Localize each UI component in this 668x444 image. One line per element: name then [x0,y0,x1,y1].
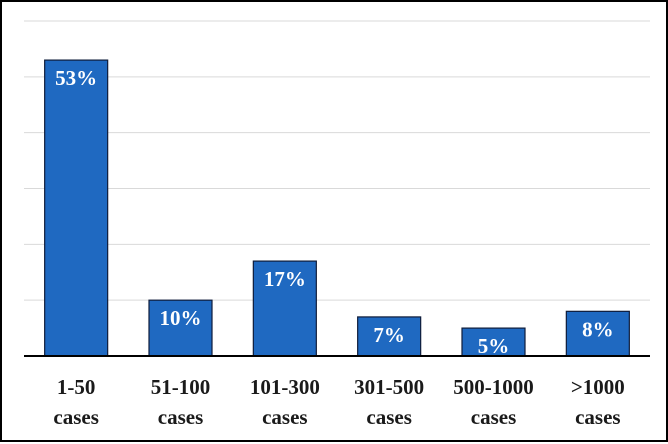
x-tick-label: cases [53,405,99,429]
bar-data-label: 17% [264,267,306,291]
gridlines [24,20,650,301]
x-tick-label: 101-300 [250,375,320,399]
x-tick-label: cases [366,405,412,429]
bar-data-label: 7% [373,323,405,347]
x-tick-label: cases [262,405,308,429]
bars: 53% 10% 17% 7% 5% 8% [44,59,630,358]
x-tick-label: cases [575,405,621,429]
x-tick-label: 1-50 [57,375,96,399]
bar-data-label: 10% [160,306,202,330]
x-tick-label: 51-100 [151,375,211,399]
bar [252,260,317,357]
x-tick-label: cases [158,405,204,429]
bar-data-label: 8% [582,317,614,341]
x-tick-label: 500-1000 [453,375,534,399]
bar-data-label: 5% [478,334,510,358]
bar [44,59,109,357]
bar [357,316,422,357]
bar-data-label: 53% [55,66,97,90]
category-labels: 1-50 cases 51-100 cases 101-300 cases 301-500 c… [53,375,624,429]
x-tick-label: 301-500 [354,375,424,399]
x-tick-label: cases [471,405,517,429]
bar [565,310,630,357]
x-tick-label: >1000 [571,375,625,399]
